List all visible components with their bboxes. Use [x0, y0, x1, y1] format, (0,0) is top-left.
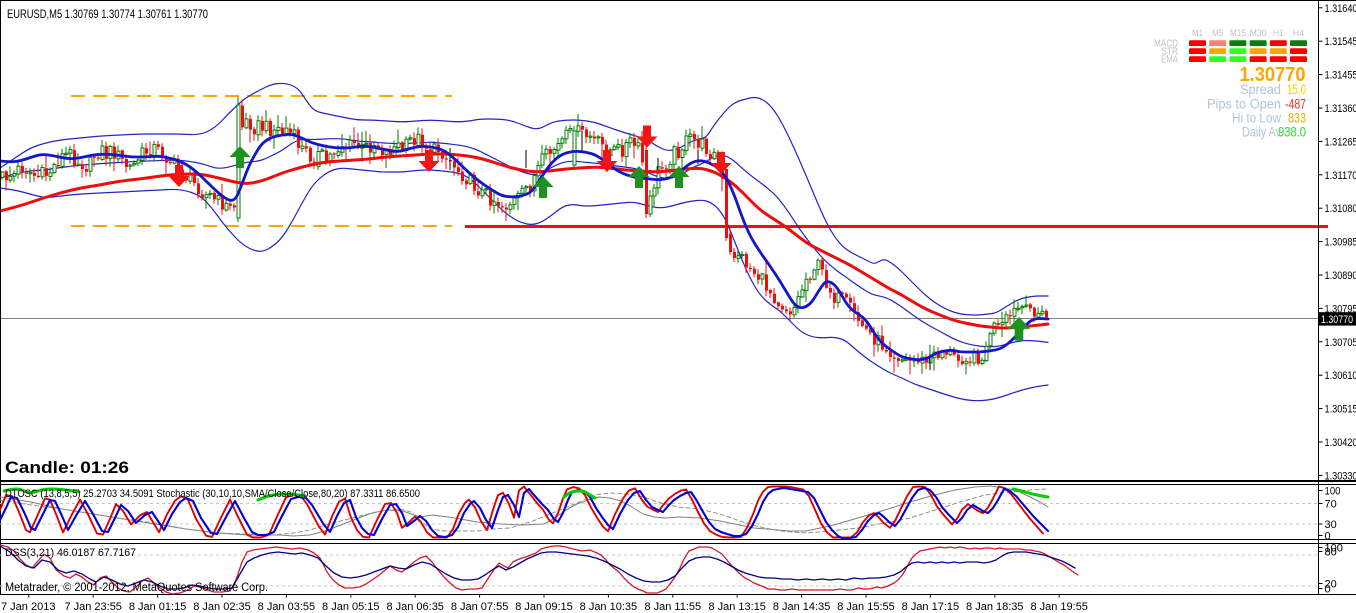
svg-text:Daily Av: Daily Av: [1242, 125, 1281, 140]
svg-text:0: 0: [1325, 584, 1331, 596]
svg-text:-487: -487: [1285, 97, 1306, 112]
svg-text:EMA: EMA: [1161, 55, 1178, 66]
svg-text:7 Jan 23:55: 7 Jan 23:55: [64, 601, 122, 613]
svg-text:Metatrader, © 2001-2012, MetaQ: Metatrader, © 2001-2012, MetaQuotes Soft…: [5, 582, 268, 594]
svg-text:8 Jan 05:15: 8 Jan 05:15: [322, 601, 380, 613]
svg-text:Candle: 01:26: Candle: 01:26: [5, 459, 129, 477]
svg-text:8 Jan 14:35: 8 Jan 14:35: [773, 601, 831, 613]
svg-text:8 Jan 02:35: 8 Jan 02:35: [193, 601, 251, 613]
svg-text:MACD: MACD: [1154, 39, 1178, 50]
svg-text:8 Jan 10:35: 8 Jan 10:35: [580, 601, 638, 613]
svg-text:80: 80: [1325, 547, 1337, 559]
svg-text:1.31080: 1.31080: [1325, 203, 1356, 215]
svg-text:Spread: Spread: [1240, 82, 1281, 97]
svg-text:H4: H4: [1293, 28, 1304, 39]
svg-text:8 Jan 03:55: 8 Jan 03:55: [258, 601, 316, 613]
svg-text:M30: M30: [1250, 28, 1267, 39]
svg-text:H1: H1: [1273, 28, 1284, 39]
svg-text:1.30770: 1.30770: [1240, 63, 1306, 86]
svg-text:DSS(3,21) 46.0187 67.7167: DSS(3,21) 46.0187 67.7167: [5, 547, 136, 559]
svg-text:EURUSD,M5 1.30769 1.30774 1.3: EURUSD,M5 1.30769 1.30774 1.30761 1.3077…: [7, 9, 208, 21]
svg-text:20: 20: [1325, 579, 1337, 591]
svg-text:1.30610: 1.30610: [1325, 370, 1356, 382]
svg-text:1.30890: 1.30890: [1325, 270, 1356, 282]
svg-text:8 Jan 17:15: 8 Jan 17:15: [902, 601, 960, 613]
svg-text:STR: STR: [1162, 47, 1179, 58]
svg-text:1.31170: 1.31170: [1325, 170, 1356, 182]
svg-text:70: 70: [1325, 499, 1337, 511]
svg-text:M15: M15: [1230, 28, 1246, 39]
svg-text:1.31265: 1.31265: [1325, 136, 1356, 148]
svg-text:8 Jan 15:55: 8 Jan 15:55: [837, 601, 895, 613]
svg-text:1.31455: 1.31455: [1325, 70, 1356, 82]
svg-text:M5: M5: [1212, 28, 1224, 39]
svg-text:0: 0: [1325, 531, 1331, 543]
svg-text:1.31640: 1.31640: [1325, 3, 1356, 15]
svg-text:1.30420: 1.30420: [1325, 437, 1356, 449]
svg-text:1.30330: 1.30330: [1325, 470, 1356, 482]
svg-text:15.0: 15.0: [1287, 82, 1306, 97]
svg-text:8 Jan 13:15: 8 Jan 13:15: [708, 601, 766, 613]
svg-text:1.30515: 1.30515: [1325, 404, 1356, 416]
svg-text:8 Jan 18:35: 8 Jan 18:35: [966, 601, 1024, 613]
svg-text:1.31545: 1.31545: [1325, 36, 1356, 48]
svg-text:8 Jan 19:55: 8 Jan 19:55: [1030, 601, 1088, 613]
svg-text:8 Jan 11:55: 8 Jan 11:55: [644, 601, 701, 613]
svg-text:DTOSC (13,8,5,5) 25.2703 34.50: DTOSC (13,8,5,5) 25.2703 34.5091 Stochas…: [5, 488, 420, 500]
svg-text:938.0: 938.0: [1278, 125, 1306, 140]
svg-text:8 Jan 06:35: 8 Jan 06:35: [386, 601, 444, 613]
svg-text:8 Jan 01:15: 8 Jan 01:15: [129, 601, 187, 613]
svg-text:1.31360: 1.31360: [1325, 103, 1356, 115]
svg-text:Hi to Low: Hi to Low: [1232, 111, 1281, 126]
svg-text:7 Jan 2013: 7 Jan 2013: [1, 601, 55, 613]
svg-text:Pips to Open: Pips to Open: [1207, 97, 1281, 112]
svg-text:8 Jan 09:15: 8 Jan 09:15: [515, 601, 573, 613]
svg-text:M1: M1: [1192, 28, 1203, 39]
svg-text:1.30705: 1.30705: [1325, 337, 1356, 349]
svg-text:1.30985: 1.30985: [1325, 237, 1356, 249]
svg-text:8 Jan 07:55: 8 Jan 07:55: [451, 601, 509, 613]
svg-text:833: 833: [1288, 111, 1306, 126]
svg-text:100: 100: [1325, 486, 1341, 498]
svg-text:100: 100: [1325, 543, 1343, 555]
svg-text:1.30770: 1.30770: [1321, 314, 1353, 326]
svg-text:30: 30: [1325, 519, 1337, 531]
